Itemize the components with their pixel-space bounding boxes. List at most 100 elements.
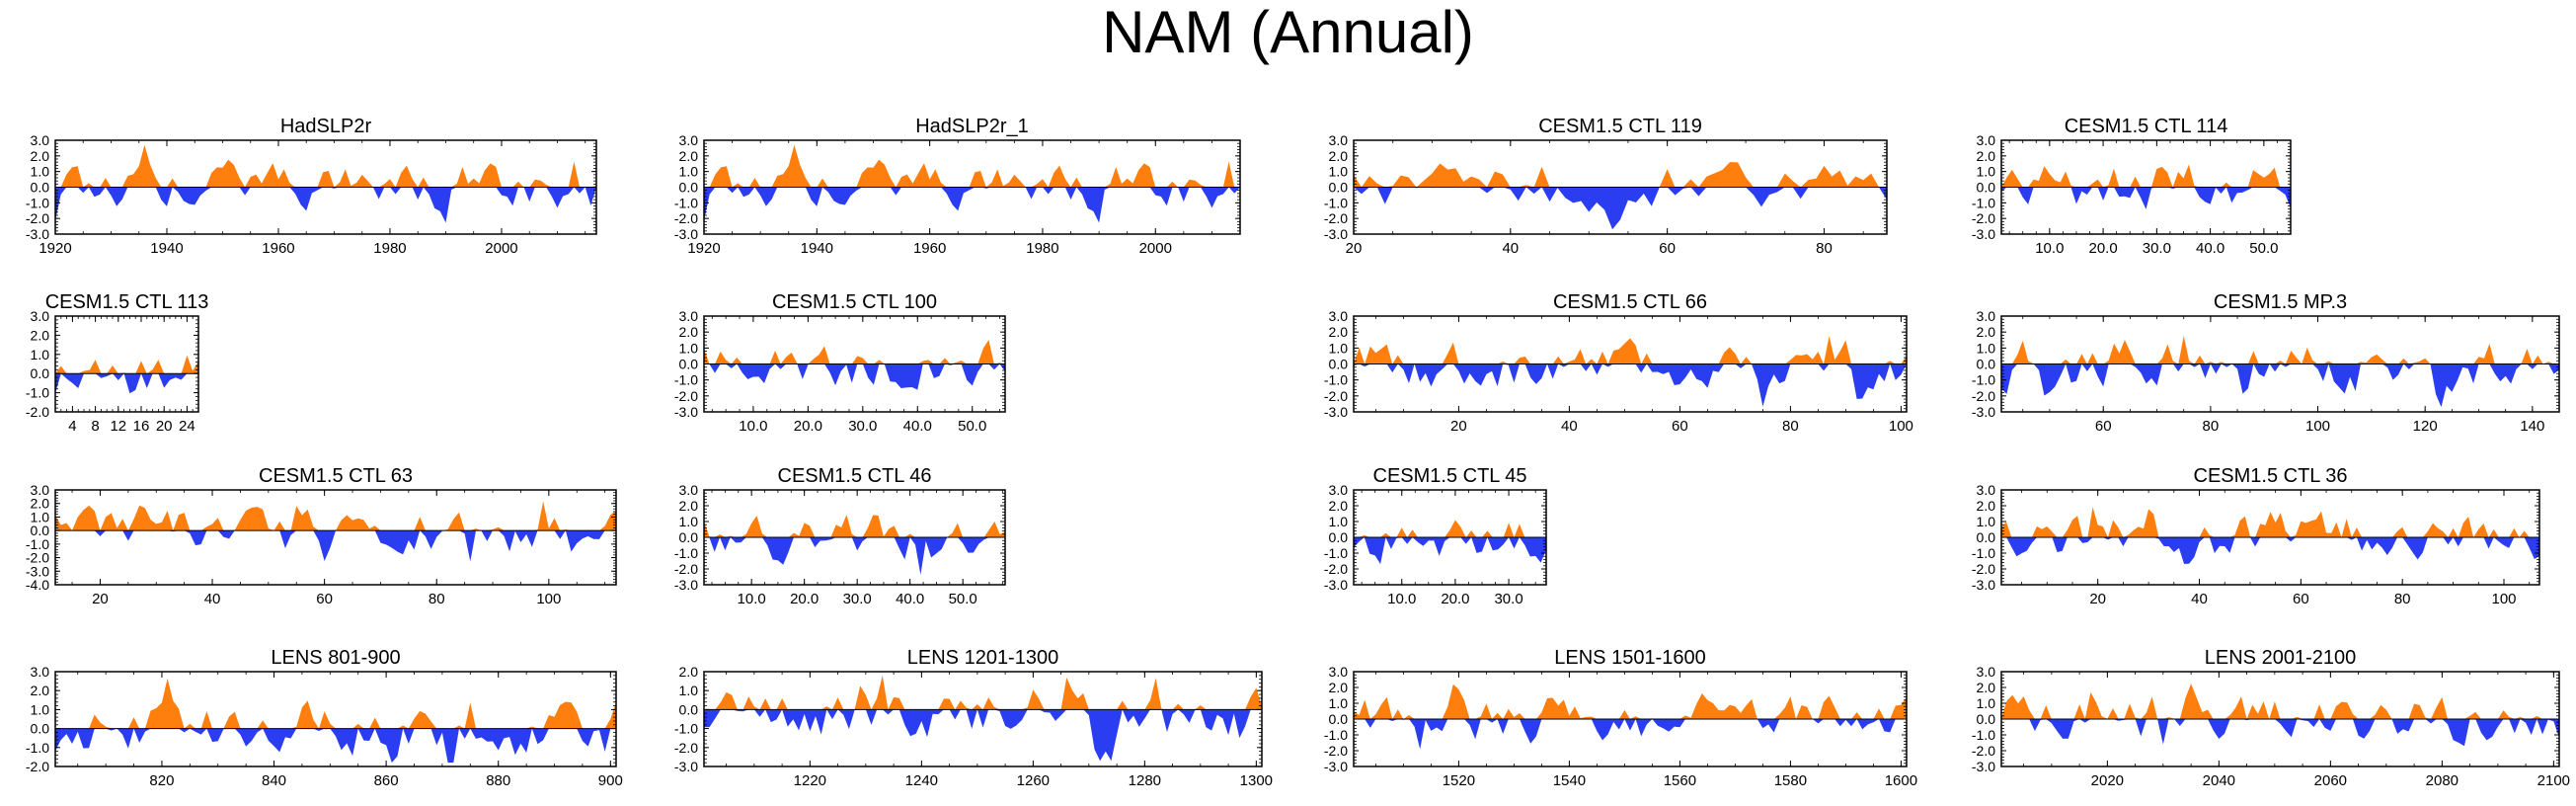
- panel-5: 3.0 2.0 1.0 0.0 -1.0 -2.0 4 8 12 16 20 24 CESM1.5 CT…: [26, 291, 208, 435]
- y-tick-label: 1.0: [1977, 695, 1996, 711]
- x-tick-label: 1940: [801, 240, 833, 257]
- x-tick-label: 1260: [1017, 772, 1050, 789]
- x-tick-label: 16: [133, 418, 150, 435]
- positive-area: [55, 355, 198, 374]
- y-tick-label: 0.0: [31, 721, 50, 737]
- x-tick-label: 30.0: [848, 418, 877, 435]
- panel-title: CESM1.5 CTL 66: [1553, 291, 1707, 313]
- x-tick-label: 1600: [1885, 772, 1917, 789]
- y-tick-label: 0.0: [679, 701, 699, 717]
- panel-title: LENS 1201-1300: [907, 647, 1058, 669]
- positive-area: [55, 501, 616, 531]
- negative-area: [704, 363, 1005, 390]
- y-tick-label: -2.0: [1324, 388, 1348, 404]
- y-tick-label: 1.0: [1329, 340, 1349, 356]
- plot-frame: [703, 671, 1263, 767]
- y-tick-label: 2.0: [31, 496, 50, 512]
- y-tick-label: 2.0: [31, 327, 50, 343]
- negative-area: [2001, 719, 2559, 747]
- y-tick-label: -2.0: [1324, 743, 1348, 759]
- x-tick-label: 80: [1816, 240, 1833, 257]
- panel-8: 3.02.01.00.0-1.0-2.0-3.0 60 80 100 120 140 CES…: [1972, 291, 2560, 435]
- positive-area: [2001, 684, 2559, 719]
- panel-6: 3.02.01.00.0-1.0-2.0-3.0 10.0 20.0 30.0 40.0…: [674, 291, 1006, 435]
- y-tick-label: 1.0: [1329, 164, 1349, 180]
- x-tick-label: 80: [1782, 418, 1799, 435]
- y-tick-label: 2.0: [1977, 680, 1996, 695]
- x-tick-label: 60: [2293, 591, 2309, 607]
- x-tick-label: 40: [1561, 418, 1578, 435]
- panel-title: CESM1.5 CTL 119: [1538, 116, 1702, 137]
- y-tick-label: 3.0: [31, 308, 50, 324]
- x-tick-label: 40: [2191, 591, 2208, 607]
- positive-area: [55, 678, 616, 729]
- x-tick-label: 100: [536, 591, 561, 607]
- y-tick-label: 3.0: [1329, 132, 1349, 148]
- panel-9: 3.02.01.00.0-1.0-2.0-3.0-4.0 20 40 60 80 100 C…: [26, 465, 617, 607]
- x-tick-label: 60: [1659, 240, 1676, 257]
- y-tick-label: 2.0: [31, 148, 50, 164]
- y-tick-label: 2.0: [1977, 324, 1996, 340]
- panel-15: 3.02.01.00.0-1.0-2.0-3.0 1520 1540 1560 1580…: [1324, 647, 1917, 789]
- plot-frame: [54, 671, 617, 767]
- y-tick-label: 3.0: [679, 132, 699, 148]
- y-tick-label: -1.0: [1972, 195, 1995, 210]
- y-tick-label: 3.0: [1329, 664, 1349, 680]
- positive-area: [704, 515, 1005, 537]
- y-tick-label: 3.0: [679, 482, 699, 498]
- x-tick-label: 20.0: [794, 418, 822, 435]
- x-tick-label: 1240: [905, 772, 938, 789]
- y-tick-label: 2.0: [1329, 680, 1349, 695]
- y-tick-label: 0.0: [1329, 180, 1349, 196]
- figure-title: NAM (Annual): [1102, 0, 1474, 65]
- x-tick-label: 50.0: [949, 591, 977, 607]
- x-tick-label: 1520: [1443, 772, 1475, 789]
- y-tick-label: 0.0: [1977, 711, 1996, 727]
- y-tick-label: 1.0: [1977, 164, 1996, 180]
- y-tick-label: -3.0: [674, 404, 698, 420]
- y-tick-label: 1.0: [31, 701, 50, 717]
- y-tick-label: 2.0: [1329, 498, 1349, 514]
- panel-title: CESM1.5 MP.3: [2214, 291, 2347, 313]
- y-tick-label: 3.0: [1977, 664, 1996, 680]
- y-tick-label: -1.0: [26, 740, 49, 756]
- x-tick-label: 12: [110, 418, 126, 435]
- x-tick-label: 40.0: [903, 418, 932, 435]
- panel-12: 3.02.01.00.0-1.0-2.0-3.0 20 40 60 80 100 CESM1…: [1972, 465, 2540, 607]
- y-tick-label: -3.0: [674, 577, 698, 593]
- panel-14: 2.0 1.0 0.0 -1.0 -2.0 -3.0 1220 1240 1260 1280 130…: [674, 647, 1273, 789]
- panel-16: 3.02.01.00.0-1.0-2.0-3.0 2020 2040 2060 2080…: [1972, 647, 2570, 789]
- y-tick-label: -2.0: [674, 740, 698, 756]
- y-tick-label: 0.0: [1977, 180, 1996, 196]
- y-tick-label: -1.0: [1972, 727, 1995, 743]
- x-tick-label: 20: [92, 591, 109, 607]
- y-tick-label: 0.0: [31, 180, 50, 196]
- x-tick-label: 1300: [1240, 772, 1273, 789]
- x-tick-label: 2100: [2537, 772, 2570, 789]
- x-tick-label: 2040: [2203, 772, 2235, 789]
- panel-title: CESM1.5 CTL 36: [2194, 465, 2348, 487]
- y-tick-label: 2.0: [1329, 324, 1349, 340]
- positive-area: [704, 339, 1005, 364]
- panel-4: 3.02.01.00.0-1.0-2.0-3.0 10.0 20.0 30.0 40.0…: [1972, 116, 2292, 257]
- x-tick-label: 1980: [373, 240, 406, 257]
- panel-7: 3.02.01.00.0-1.0-2.0-3.0 20 40 60 80 100 CESM1…: [1324, 291, 1913, 435]
- y-tick-label: 2.0: [1977, 148, 1996, 164]
- x-tick-label: 100: [2305, 418, 2330, 435]
- y-tick-label: -3.0: [1972, 759, 1995, 774]
- x-tick-label: 4: [68, 418, 76, 435]
- y-tick-label: 2.0: [679, 324, 699, 340]
- x-tick-label: 140: [2520, 418, 2544, 435]
- positive-area: [1354, 520, 1546, 537]
- x-tick-label: 100: [2491, 591, 2516, 607]
- y-tick-label: -3.0: [1324, 759, 1348, 774]
- panel-13: 3.0 2.0 1.0 0.0 -1.0 -2.0 820 840 860 880 900 LENS …: [26, 647, 623, 789]
- x-tick-label: 20.0: [790, 591, 819, 607]
- x-tick-label: 840: [262, 772, 286, 789]
- positive-area: [704, 144, 1240, 188]
- x-tick-label: 40.0: [2196, 240, 2225, 257]
- x-tick-label: 20: [1450, 418, 1467, 435]
- x-tick-label: 60: [316, 591, 333, 607]
